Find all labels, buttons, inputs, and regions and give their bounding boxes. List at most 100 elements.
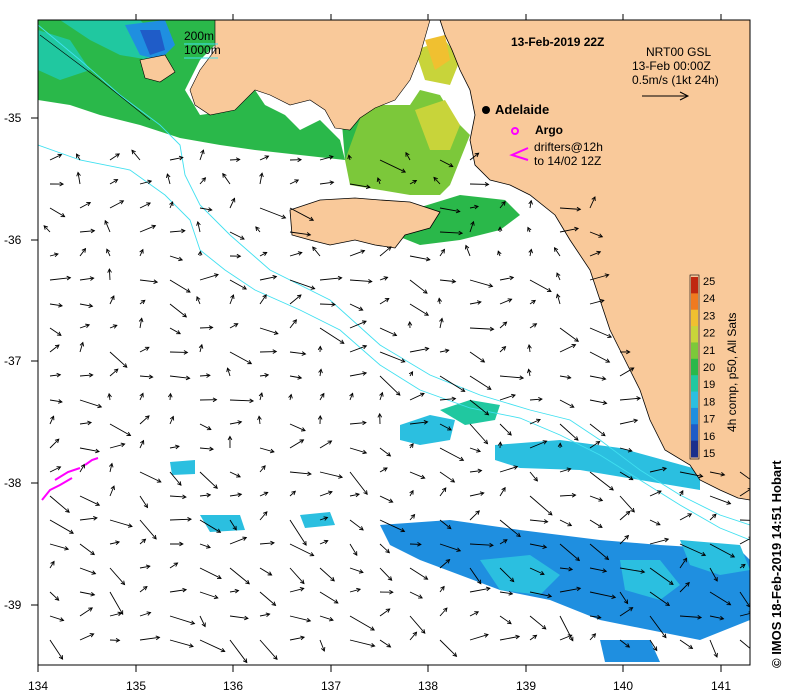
- current-vector: [469, 327, 494, 330]
- current-vector: [259, 207, 286, 219]
- current-vector: [139, 180, 152, 185]
- current-vector: [528, 344, 531, 353]
- current-vector-head: [59, 617, 65, 622]
- current-vector: [409, 471, 425, 479]
- current-vector: [469, 634, 489, 641]
- current-vector: [469, 567, 482, 584]
- current-vector: [49, 438, 60, 449]
- current-vector: [229, 231, 245, 240]
- current-vector: [139, 586, 148, 593]
- current-vector-head: [300, 427, 306, 432]
- current-vector: [349, 615, 375, 631]
- current-vector-head: [197, 250, 203, 256]
- current-vector-head: [146, 202, 151, 207]
- current-vector: [529, 300, 536, 305]
- y-tick-label: -35: [4, 111, 22, 125]
- current-vector-head: [758, 654, 762, 658]
- current-vector: [169, 327, 181, 335]
- current-vector-head: [484, 182, 490, 187]
- colorbar-segment: [691, 358, 698, 376]
- current-vector: [409, 421, 428, 425]
- current-vector: [169, 471, 182, 486]
- current-vector: [259, 276, 277, 281]
- current-vector-head: [516, 532, 521, 538]
- current-vector-head: [405, 151, 410, 157]
- current-vector: [169, 639, 194, 647]
- current-vector-head: [189, 643, 194, 648]
- current-vector: [499, 375, 524, 379]
- current-vector: [439, 639, 457, 657]
- current-vector: [109, 612, 122, 617]
- current-vector-head: [719, 615, 725, 621]
- current-vector-head: [247, 360, 253, 365]
- current-vector-head: [331, 302, 336, 307]
- current-vector-head: [417, 541, 422, 547]
- current-vector-head: [568, 566, 574, 572]
- current-vector: [559, 423, 579, 441]
- current-vector-head: [591, 633, 597, 638]
- current-vector: [169, 393, 171, 401]
- current-vector-head: [507, 431, 512, 436]
- colorbar-tick-label: 23: [703, 310, 715, 322]
- colorbar-tick-label: 21: [703, 345, 715, 357]
- current-vector: [139, 519, 157, 540]
- current-vector: [619, 471, 634, 481]
- current-vector: [469, 492, 484, 497]
- current-vector: [319, 491, 333, 497]
- current-vector: [79, 464, 85, 473]
- current-vector: [169, 279, 191, 293]
- current-vector-head: [337, 275, 343, 281]
- current-vector-head: [400, 358, 406, 363]
- current-vector: [79, 447, 100, 453]
- current-vector-head: [418, 594, 423, 599]
- current-vector-head: [598, 233, 604, 238]
- current-vector-head: [306, 617, 312, 623]
- current-vector-head: [446, 524, 452, 530]
- current-vector: [289, 439, 304, 449]
- argo-label: Argo: [535, 123, 563, 137]
- current-vector: [139, 565, 150, 569]
- current-vector-head: [489, 326, 495, 332]
- current-vector: [499, 201, 506, 209]
- current-vector: [529, 398, 542, 401]
- current-vector-head: [259, 172, 264, 178]
- current-vector: [589, 351, 610, 363]
- current-vector-head: [443, 607, 448, 613]
- current-vector: [469, 587, 490, 593]
- current-vector-head: [227, 435, 233, 441]
- current-vector: [79, 422, 92, 425]
- current-vector: [559, 587, 581, 593]
- current-vector: [528, 369, 531, 377]
- current-vector: [319, 517, 328, 521]
- current-vector: [199, 207, 212, 211]
- current-vector-head: [625, 349, 631, 355]
- current-vector-head: [484, 410, 490, 416]
- current-vector-head: [299, 439, 305, 444]
- current-vector-head: [539, 570, 545, 576]
- current-vector: [229, 421, 242, 425]
- current-vector-head: [569, 636, 574, 642]
- current-vector-head: [58, 655, 64, 660]
- current-vector-head: [726, 601, 732, 606]
- current-vector: [49, 416, 55, 425]
- current-vector-head: [566, 467, 572, 472]
- current-vector: [289, 636, 305, 641]
- current-vector-head: [574, 337, 580, 342]
- current-vector: [319, 471, 343, 478]
- current-vector: [139, 375, 153, 378]
- current-vector: [529, 495, 553, 516]
- current-vector: [589, 519, 603, 528]
- current-vector-head: [270, 540, 275, 546]
- current-vector-head: [611, 594, 617, 599]
- current-vector: [139, 393, 144, 401]
- current-vector-head: [312, 246, 317, 252]
- current-vector: [529, 249, 532, 257]
- current-vector-head: [412, 631, 418, 637]
- colorbar-tick-label: 19: [703, 379, 715, 391]
- current-vector: [469, 205, 479, 209]
- current-vector: [139, 202, 151, 209]
- current-vector-head: [636, 396, 642, 401]
- current-vector-head: [679, 490, 684, 495]
- current-vector: [49, 374, 61, 377]
- current-vector-head: [527, 344, 532, 349]
